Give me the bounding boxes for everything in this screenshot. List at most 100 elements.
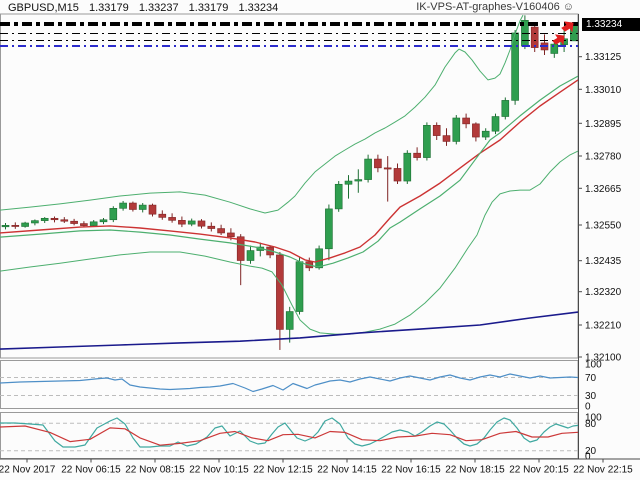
candle-body bbox=[374, 158, 382, 169]
price-axis-label: 1.32100 bbox=[585, 353, 622, 364]
candle-body bbox=[129, 202, 137, 210]
candle-body bbox=[70, 220, 78, 224]
candle-body bbox=[31, 220, 39, 224]
candle-body bbox=[187, 220, 196, 225]
candle-body bbox=[21, 222, 29, 227]
time-axis-label: 22 Nov 18:15 bbox=[445, 465, 505, 476]
candle-body bbox=[40, 217, 49, 221]
candle-body bbox=[442, 135, 451, 142]
symbol-period: GBPUSD,M15 bbox=[8, 2, 79, 14]
watermark-text: IK-VPS-AT-graphes-V160406 bbox=[416, 1, 560, 13]
ohlc-open: 1.33179 bbox=[88, 2, 129, 14]
candle-body bbox=[481, 130, 490, 138]
price-axis-label: 1.32435 bbox=[585, 256, 622, 267]
price-axis-label: 1.32780 bbox=[585, 152, 622, 163]
candle-body bbox=[452, 117, 461, 142]
candle-body bbox=[491, 116, 500, 132]
candle-body bbox=[334, 183, 343, 210]
ma-navy bbox=[0, 311, 579, 350]
price-axis-label: 1.32320 bbox=[585, 287, 622, 298]
time-axis-label: 22 Nov 20:15 bbox=[509, 465, 569, 476]
stoch-axis-label: 100 bbox=[585, 413, 602, 424]
candle-body bbox=[89, 221, 98, 226]
smiley-icon: ☺ bbox=[562, 1, 574, 13]
ma-red bbox=[0, 79, 579, 263]
candle-body bbox=[325, 208, 333, 250]
candle-body bbox=[236, 236, 245, 261]
candle-body bbox=[60, 219, 69, 222]
candle-body bbox=[403, 152, 412, 182]
candle-body bbox=[138, 204, 147, 210]
candle-body bbox=[393, 168, 402, 182]
candle-body bbox=[197, 220, 206, 227]
time-axis-label: 22 Nov 16:15 bbox=[381, 465, 441, 476]
price-axis-label: 1.32665 bbox=[585, 184, 622, 195]
candle-body bbox=[354, 179, 363, 182]
time-axis-label: 22 Nov 14:15 bbox=[317, 465, 377, 476]
watermark: IK-VPS-AT-graphes-V160406 ☺ bbox=[416, 1, 574, 13]
candle-body bbox=[383, 167, 392, 170]
stoch-d-line bbox=[0, 425, 579, 446]
price-axis-label: 1.33010 bbox=[585, 85, 622, 96]
ohlc-close: 1.33234 bbox=[238, 2, 279, 14]
candle-body bbox=[246, 250, 255, 261]
candle-body bbox=[550, 43, 559, 54]
candle-body bbox=[472, 123, 480, 138]
candle-body bbox=[530, 26, 539, 48]
candle-body bbox=[364, 158, 372, 180]
candle-body bbox=[178, 220, 186, 225]
rsi-line bbox=[0, 373, 579, 393]
time-axis-label: 22 Nov 08:15 bbox=[125, 465, 185, 476]
sell-arrow-icon[interactable] bbox=[561, 21, 574, 33]
rsi-axis-label: 30 bbox=[585, 391, 597, 402]
candle-body bbox=[119, 202, 127, 209]
candle-body bbox=[413, 152, 421, 158]
rsi-panel[interactable] bbox=[0, 360, 579, 409]
ohlc-high: 1.33237 bbox=[138, 2, 179, 14]
bollinger-upper bbox=[0, 14, 524, 214]
time-axis-label: 22 Nov 10:15 bbox=[189, 465, 249, 476]
candle-body bbox=[462, 117, 470, 125]
candle-body bbox=[423, 125, 431, 158]
ohlc-low: 1.33179 bbox=[188, 2, 229, 14]
time-axis-label: 22 Nov 22:15 bbox=[573, 465, 633, 476]
candle-body bbox=[295, 261, 304, 312]
candle-body bbox=[158, 213, 167, 218]
candle-body bbox=[276, 254, 284, 330]
stoch-axis-label: 0 bbox=[585, 452, 591, 463]
stoch-axis-label: 80 bbox=[585, 419, 597, 430]
candle-body bbox=[501, 100, 510, 117]
price-axis-label: 1.32895 bbox=[585, 119, 622, 130]
candle-body bbox=[148, 204, 157, 215]
rsi-axis-label: 100 bbox=[585, 360, 602, 371]
time-axis-label: 22 Nov 2017 bbox=[0, 465, 56, 476]
candle-body bbox=[207, 225, 216, 229]
stoch-panel[interactable] bbox=[0, 412, 579, 459]
candle-body bbox=[1, 225, 10, 228]
candle-body bbox=[109, 208, 118, 221]
price-axis-label: 1.32550 bbox=[585, 221, 622, 232]
candle-body bbox=[11, 225, 20, 227]
candle-body bbox=[217, 228, 225, 234]
time-axis-label: 22 Nov 12:15 bbox=[253, 465, 313, 476]
candle-body bbox=[315, 248, 323, 269]
rsi-axis-label: 0 bbox=[585, 402, 591, 413]
candle-body bbox=[432, 125, 441, 136]
price-axis-label: 1.33125 bbox=[585, 52, 622, 63]
current-price-box: 1.33234 bbox=[582, 18, 640, 31]
stoch-k-line bbox=[0, 417, 579, 448]
candle-body bbox=[99, 219, 108, 223]
candle-body bbox=[344, 180, 353, 185]
stoch-axis-label: 20 bbox=[585, 446, 597, 457]
candle-body bbox=[50, 217, 59, 221]
chart-title: GBPUSD,M15 1.33179 1.33237 1.33179 1.332… bbox=[8, 2, 285, 14]
candle-body bbox=[80, 223, 88, 226]
candle-body bbox=[285, 311, 294, 330]
sell-arrow-icon[interactable] bbox=[552, 34, 565, 46]
main-panel[interactable] bbox=[0, 13, 579, 359]
time-axis-label: 22 Nov 06:15 bbox=[61, 465, 121, 476]
candle-body bbox=[227, 232, 235, 238]
ma-green bbox=[0, 75, 579, 268]
